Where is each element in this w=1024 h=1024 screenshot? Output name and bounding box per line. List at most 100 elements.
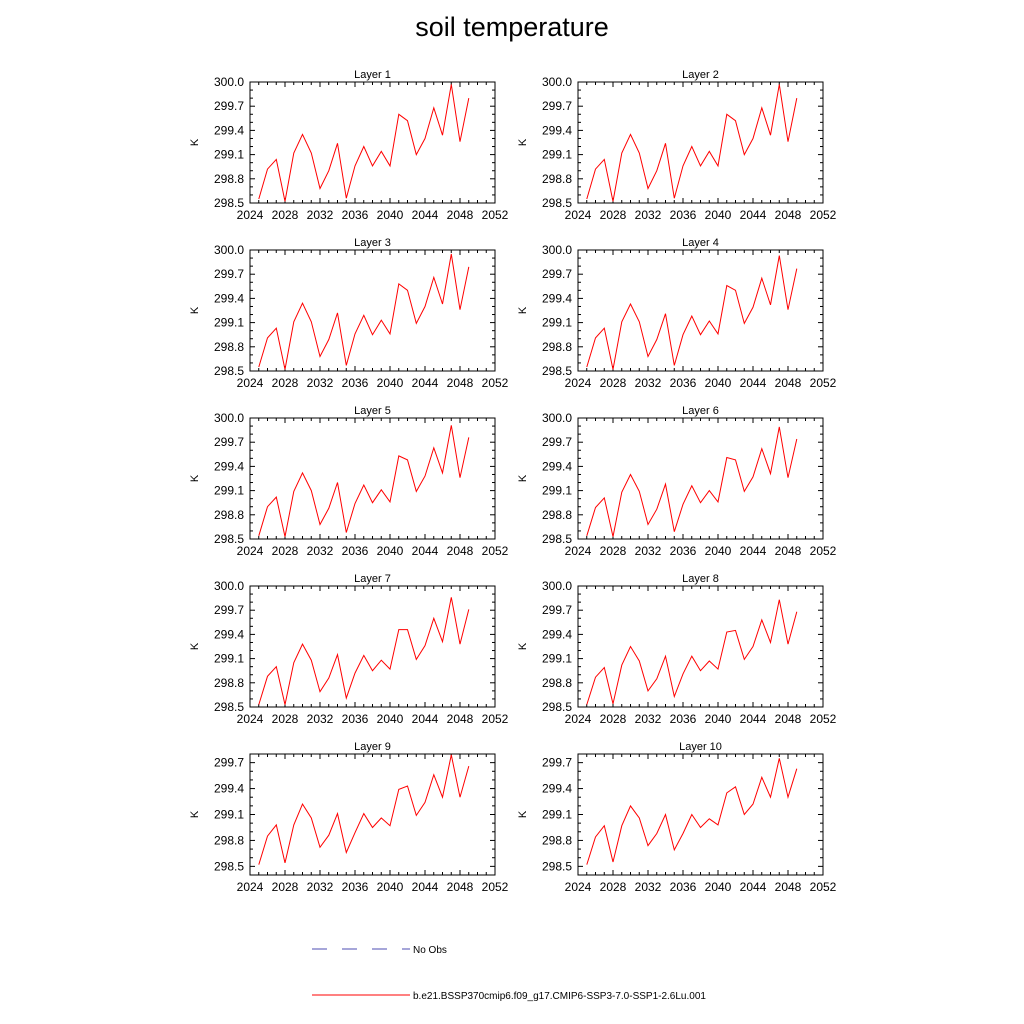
y-tick-label: 299.7	[214, 435, 244, 449]
x-tick-label: 2044	[740, 544, 767, 558]
x-tick-label: 2024	[237, 544, 264, 558]
legend-label-no-obs: No Obs	[413, 945, 447, 956]
series-line	[258, 754, 470, 865]
plot-title: Layer 5	[354, 405, 391, 417]
x-tick-label: 2036	[670, 880, 697, 894]
x-tick-label: 2032	[307, 544, 334, 558]
plot-frame	[577, 81, 824, 204]
x-tick-label: 2044	[412, 712, 439, 726]
series-line	[586, 599, 798, 705]
x-tick-label: 2044	[412, 376, 439, 390]
x-tick-label: 2040	[705, 376, 732, 390]
y-tick-label: 299.7	[542, 603, 572, 617]
x-tick-label: 2024	[565, 712, 592, 726]
y-tick-label: 298.5	[214, 859, 244, 873]
x-tick-label: 2044	[740, 208, 767, 222]
x-tick-label: 2028	[272, 880, 299, 894]
plot-title: Layer 6	[682, 405, 719, 417]
y-tick-label: 299.1	[214, 148, 244, 162]
x-tick-label: 2040	[377, 376, 404, 390]
plot-title: Layer 9	[354, 741, 391, 753]
x-tick-label: 2028	[600, 712, 627, 726]
x-tick-label: 2032	[635, 376, 662, 390]
x-tick-label: 2048	[447, 544, 474, 558]
x-tick-label: 2024	[565, 208, 592, 222]
x-tick-label: 2052	[482, 712, 509, 726]
x-tick-label: 2036	[342, 712, 369, 726]
series-line	[586, 758, 798, 865]
y-tick-label: 298.5	[214, 196, 244, 210]
x-tick-label: 2048	[447, 376, 474, 390]
y-tick-label: 300.0	[214, 75, 244, 89]
x-tick-label: 2036	[342, 880, 369, 894]
y-axis-label: K	[189, 474, 201, 482]
y-tick-label: 298.8	[542, 508, 572, 522]
x-tick-label: 2028	[600, 376, 627, 390]
y-axis-label: K	[189, 306, 201, 314]
x-tick-label: 2052	[482, 544, 509, 558]
x-tick-label: 2036	[670, 544, 697, 558]
x-tick-label: 2052	[810, 712, 837, 726]
x-tick-label: 2052	[810, 376, 837, 390]
y-tick-label: 299.4	[542, 459, 572, 473]
x-tick-label: 2040	[377, 880, 404, 894]
x-tick-label: 2032	[635, 712, 662, 726]
y-axis-label: K	[517, 810, 529, 818]
x-tick-label: 2052	[810, 544, 837, 558]
plot-title: Layer 3	[354, 237, 391, 249]
plot-title: Layer 4	[682, 237, 719, 249]
x-tick-label: 2024	[237, 208, 264, 222]
y-tick-label: 299.7	[542, 267, 572, 281]
x-tick-label: 2040	[705, 544, 732, 558]
y-tick-label: 299.1	[214, 652, 244, 666]
y-tick-label: 299.4	[542, 291, 572, 305]
x-tick-label: 2028	[272, 376, 299, 390]
plot-frame	[249, 585, 496, 708]
y-tick-label: 299.4	[214, 627, 244, 641]
y-tick-label: 298.8	[542, 340, 572, 354]
y-tick-label: 299.1	[214, 316, 244, 330]
plot-title: Layer 8	[682, 573, 719, 585]
y-tick-label: 298.5	[214, 700, 244, 714]
plot-frame	[249, 249, 496, 372]
y-tick-label: 299.7	[542, 99, 572, 113]
x-tick-label: 2024	[237, 712, 264, 726]
y-tick-label: 299.4	[214, 291, 244, 305]
y-axis-label: K	[189, 642, 201, 650]
x-tick-label: 2036	[342, 544, 369, 558]
y-tick-label: 299.4	[542, 627, 572, 641]
x-tick-label: 2032	[307, 376, 334, 390]
x-tick-label: 2044	[740, 880, 767, 894]
page-title: soil temperature	[415, 12, 609, 42]
plot-title: Layer 1	[354, 69, 391, 81]
y-tick-label: 298.5	[214, 532, 244, 546]
x-tick-label: 2040	[705, 208, 732, 222]
y-tick-label: 298.8	[214, 340, 244, 354]
x-tick-label: 2028	[600, 880, 627, 894]
x-tick-label: 2044	[740, 712, 767, 726]
y-tick-label: 299.4	[214, 123, 244, 137]
y-tick-label: 299.7	[214, 267, 244, 281]
x-tick-label: 2024	[237, 376, 264, 390]
y-tick-label: 299.1	[214, 484, 244, 498]
y-tick-label: 299.1	[542, 808, 572, 822]
series-line	[586, 84, 798, 202]
y-tick-label: 299.7	[214, 603, 244, 617]
series-line	[258, 597, 470, 705]
x-tick-label: 2036	[670, 208, 697, 222]
y-tick-label: 298.8	[214, 508, 244, 522]
y-tick-label: 300.0	[542, 411, 572, 425]
y-tick-label: 299.1	[214, 808, 244, 822]
plot-frame	[249, 81, 496, 204]
x-tick-label: 2048	[447, 712, 474, 726]
series-line	[258, 253, 470, 370]
x-tick-label: 2032	[307, 208, 334, 222]
x-tick-label: 2048	[447, 880, 474, 894]
y-tick-label: 300.0	[542, 579, 572, 593]
x-tick-label: 2040	[705, 712, 732, 726]
y-tick-label: 300.0	[542, 243, 572, 257]
y-axis-label: K	[517, 474, 529, 482]
x-tick-label: 2028	[272, 712, 299, 726]
x-tick-label: 2032	[635, 208, 662, 222]
x-tick-label: 2040	[705, 880, 732, 894]
